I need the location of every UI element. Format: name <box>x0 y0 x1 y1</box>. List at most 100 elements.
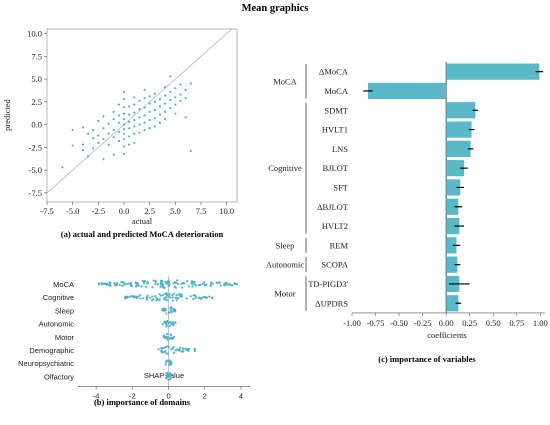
scatter-point <box>143 106 146 109</box>
variable-label: SFT <box>333 182 348 192</box>
coefficient-bar <box>446 121 472 138</box>
shap-point <box>223 284 226 287</box>
shap-point <box>121 284 124 287</box>
shap-point <box>175 299 178 302</box>
variable-label: MoCA <box>324 86 348 96</box>
variable-label: REM <box>330 240 349 250</box>
shap-point <box>168 324 171 328</box>
shap-point <box>164 307 167 310</box>
shap-point <box>172 292 176 295</box>
panel-c-xtick-label: 0.50 <box>486 318 501 328</box>
shap-point <box>151 286 154 289</box>
panel-c-xtick-label: 1.00 <box>533 318 548 328</box>
scatter-point <box>71 128 74 132</box>
scatter-point <box>143 97 146 100</box>
panel-a-frame <box>46 28 238 203</box>
shap-point <box>193 294 196 297</box>
scatter-point <box>102 127 105 130</box>
panel-a-ytick-label: -2.5 <box>29 142 42 152</box>
panel-b-xtick-label: 2 <box>203 392 207 401</box>
scatter-point <box>179 99 182 103</box>
shap-point <box>166 280 169 284</box>
coefficient-bar <box>446 140 471 157</box>
shap-point <box>159 281 162 285</box>
shap-point <box>202 295 205 299</box>
scatter-point <box>71 144 74 147</box>
shap-point <box>165 299 168 302</box>
shap-point <box>174 310 177 313</box>
shap-point <box>200 296 203 300</box>
scatter-point <box>138 123 141 126</box>
shap-point <box>158 298 161 301</box>
shap-point <box>204 284 207 287</box>
shap-point <box>139 294 142 297</box>
figure-title: Mean graphics <box>242 3 309 14</box>
panel-a-xtick-label: 5.0 <box>170 206 181 216</box>
scatter-point <box>133 132 136 135</box>
shap-point <box>189 295 192 298</box>
panel-a-ytick-label: 5.0 <box>31 74 42 84</box>
variable-label: SCOPA <box>321 260 348 270</box>
panel-c-xtick-label: 0.00 <box>439 318 454 328</box>
scatter-point <box>122 123 126 126</box>
domain-label: Sleep <box>55 306 74 315</box>
variable-label: LNS <box>332 144 348 154</box>
shap-point <box>197 296 200 299</box>
shap-point <box>170 310 173 313</box>
shap-point <box>186 349 190 352</box>
shap-point <box>168 296 172 299</box>
scatter-point <box>174 87 177 90</box>
panel-a-ytick-label: 2.5 <box>31 97 42 107</box>
shap-point <box>165 292 168 295</box>
shap-point <box>152 279 155 282</box>
shap-point <box>165 312 168 315</box>
shap-point <box>175 293 178 297</box>
shap-point <box>180 294 183 297</box>
domain-label: Neuropsychiatric <box>18 359 74 368</box>
panel-a-ytick-label: -5.0 <box>29 165 42 175</box>
scatter-point <box>189 82 192 85</box>
scatter-point <box>112 136 115 139</box>
shap-point <box>164 363 167 366</box>
scatter-point <box>81 126 85 129</box>
shap-point <box>194 296 197 300</box>
shap-point <box>167 352 170 355</box>
variable-label: SDMT <box>324 105 348 115</box>
shap-point <box>129 295 132 298</box>
scatter-point <box>164 118 167 121</box>
shap-point <box>175 348 179 351</box>
group-label: Sleep <box>276 240 295 250</box>
scatter-point <box>143 88 146 92</box>
scatter-point <box>133 96 136 99</box>
shap-point <box>118 283 121 287</box>
shap-point <box>129 283 132 286</box>
scatter-point <box>122 138 126 141</box>
shap-point <box>170 348 173 351</box>
shap-point <box>163 286 166 290</box>
shap-point <box>159 294 163 297</box>
scatter-point <box>164 94 167 97</box>
shap-point <box>194 284 198 287</box>
shap-point <box>234 282 237 286</box>
scatter-point <box>164 86 167 89</box>
shap-point <box>161 346 164 350</box>
scatter-point <box>122 98 126 101</box>
scatter-point <box>143 121 146 124</box>
scatter-point <box>153 92 156 95</box>
scatter-point <box>128 105 131 108</box>
scatter-point <box>148 95 151 98</box>
shap-point <box>101 282 105 285</box>
scatter-point <box>61 166 64 169</box>
scatter-point <box>122 132 126 135</box>
shap-point <box>162 283 165 286</box>
scatter-point <box>86 155 90 158</box>
scatter-point <box>158 121 162 124</box>
scatter-point <box>128 113 131 116</box>
scatter-point <box>122 118 126 121</box>
scatter-point <box>122 106 126 109</box>
shap-point <box>171 321 174 324</box>
variable-label: TD-PIGD3' <box>308 279 348 289</box>
shap-point <box>156 283 159 286</box>
scatter-point <box>169 75 172 78</box>
